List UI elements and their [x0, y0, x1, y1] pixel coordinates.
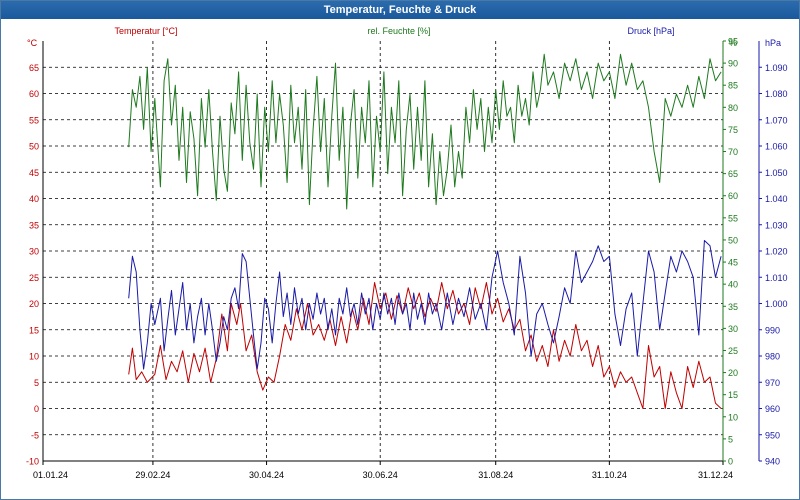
- y-tick-label-pressure: 1.070: [765, 115, 788, 125]
- x-tick-label: 31.12.24: [698, 470, 733, 480]
- y-tick-label-temperature: 15: [29, 325, 39, 335]
- series-line-temperature: [128, 282, 722, 409]
- y-tick-label-pressure: 990: [765, 325, 780, 335]
- y-tick-label-humidity: 75: [728, 125, 738, 135]
- y-tick-label-humidity: 20: [728, 368, 738, 378]
- y-tick-label-temperature: 10: [29, 352, 39, 362]
- y-tick-label-humidity: 80: [728, 103, 738, 113]
- y-tick-label-temperature: 20: [29, 299, 39, 309]
- x-tick-label: 30.06.24: [363, 470, 398, 480]
- y-tick-label-humidity: 5: [728, 434, 733, 444]
- y-tick-label-temperature: 5: [34, 378, 39, 388]
- y-tick-label-pressure: 940: [765, 457, 780, 467]
- y-tick-label-humidity: 70: [728, 147, 738, 157]
- y-tick-label-temperature: 35: [29, 220, 39, 230]
- y-tick-label-humidity: 50: [728, 235, 738, 245]
- x-tick-label: 30.04.24: [249, 470, 284, 480]
- y-tick-label-temperature: 30: [29, 247, 39, 257]
- y-tick-label-temperature: 55: [29, 115, 39, 125]
- y-tick-label-temperature: 50: [29, 142, 39, 152]
- y-tick-label-pressure: 1.040: [765, 194, 788, 204]
- axis-unit-humidity: %: [729, 38, 737, 48]
- y-tick-label-pressure: 960: [765, 404, 780, 414]
- y-tick-label-pressure: 1.050: [765, 168, 788, 178]
- y-tick-label-temperature: 45: [29, 168, 39, 178]
- y-tick-label-pressure: 1.080: [765, 89, 788, 99]
- y-tick-label-pressure: 1.090: [765, 63, 788, 73]
- y-tick-label-pressure: 1.060: [765, 142, 788, 152]
- y-tick-label-humidity: 60: [728, 191, 738, 201]
- axes: [42, 40, 762, 465]
- y-tick-label-humidity: 15: [728, 390, 738, 400]
- y-tick-label-humidity: 40: [728, 280, 738, 290]
- y-tick-label-pressure: 1.030: [765, 220, 788, 230]
- y-tick-label-pressure: 1.010: [765, 273, 788, 283]
- x-tick-label: 31.08.24: [478, 470, 513, 480]
- y-tick-label-pressure: 1.000: [765, 299, 788, 309]
- y-tick-label-humidity: 30: [728, 324, 738, 334]
- y-tick-label-humidity: 0: [728, 457, 733, 467]
- y-tick-label-temperature: -10: [26, 457, 39, 467]
- y-tick-label-pressure: 950: [765, 430, 780, 440]
- series-line-pressure: [128, 240, 722, 370]
- axis-unit-pressure: hPa: [765, 38, 781, 48]
- x-tick-label: 29.02.24: [135, 470, 170, 480]
- y-tick-label-temperature: 25: [29, 273, 39, 283]
- x-tick-label: 01.01.24: [33, 470, 68, 480]
- grid-lines: [43, 41, 723, 462]
- y-tick-label-humidity: 10: [728, 412, 738, 422]
- window-title: Temperatur, Feuchte & Druck: [1, 1, 799, 19]
- y-tick-label-humidity: 25: [728, 346, 738, 356]
- x-tick-label: 31.10.24: [592, 470, 627, 480]
- series-line-humidity: [128, 53, 722, 210]
- y-tick-label-temperature: 0: [34, 404, 39, 414]
- y-tick-label-humidity: 45: [728, 258, 738, 268]
- y-tick-label-temperature: -5: [31, 430, 39, 440]
- y-tick-label-humidity: 65: [728, 169, 738, 179]
- y-tick-label-pressure: 970: [765, 378, 780, 388]
- y-tick-label-humidity: 35: [728, 302, 738, 312]
- y-tick-label-temperature: 65: [29, 63, 39, 73]
- y-tick-label-humidity: 90: [728, 59, 738, 69]
- legend-humidity: rel. Feuchte [%]: [367, 26, 430, 36]
- y-tick-label-pressure: 980: [765, 352, 780, 362]
- y-tick-label-humidity: 85: [728, 81, 738, 91]
- axis-unit-temperature: °C: [27, 38, 38, 48]
- series-lines: [128, 53, 722, 409]
- y-tick-label-temperature: 60: [29, 89, 39, 99]
- y-tick-label-pressure: 1.020: [765, 247, 788, 257]
- legend-pressure: Druck [hPa]: [627, 26, 674, 36]
- y-tick-label-humidity: 95: [728, 37, 738, 47]
- y-tick-label-humidity: 55: [728, 213, 738, 223]
- y-tick-label-temperature: 40: [29, 194, 39, 204]
- legend-temperature: Temperatur [°C]: [114, 26, 177, 36]
